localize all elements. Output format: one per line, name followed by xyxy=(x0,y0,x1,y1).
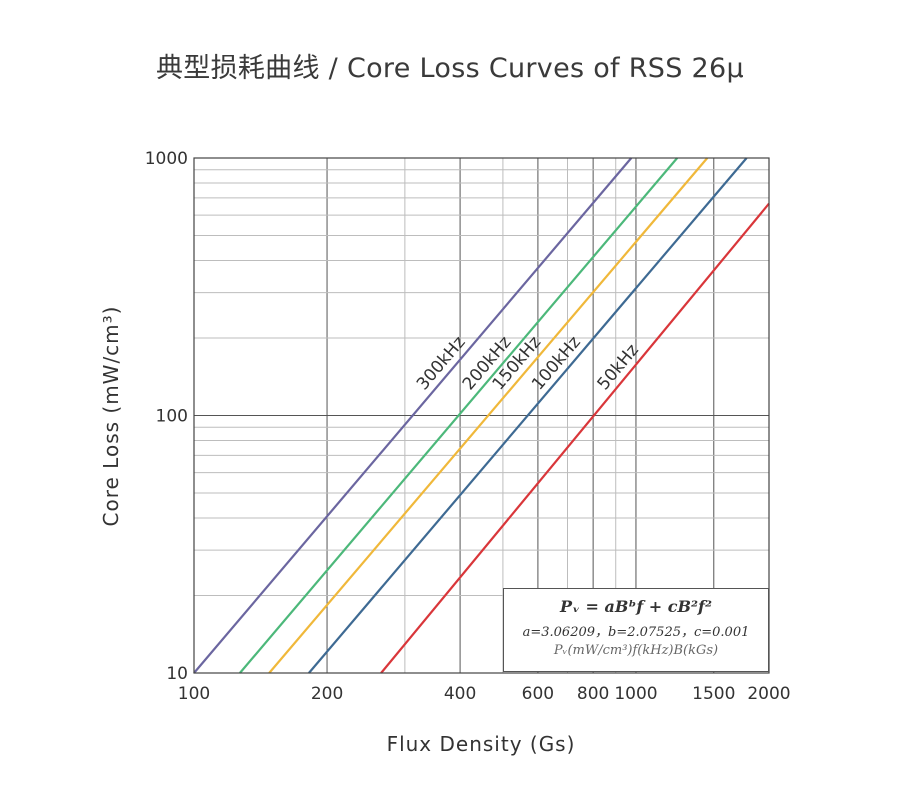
series-label-300khz: 300kHz xyxy=(413,332,470,394)
x-tick-label: 100 xyxy=(178,684,210,704)
formula-box: Pᵥ = aBᵇf + cB²f² a=3.06209，b=2.07525，c=… xyxy=(503,588,769,672)
series-line-300khz xyxy=(193,157,633,674)
y-tick-labels: 10 100 1000 xyxy=(145,149,188,684)
series-line-50khz xyxy=(380,202,770,674)
y-tick-label: 10 xyxy=(166,664,188,684)
x-tick-label: 200 xyxy=(311,684,343,704)
series-line-100khz xyxy=(308,157,748,674)
x-axis-label: Flux Density (Gs) xyxy=(387,732,576,756)
formula-equation: Pᵥ = aBᵇf + cB²f² xyxy=(560,597,712,616)
x-tick-label: 1000 xyxy=(614,684,657,704)
y-axis-label: Core Loss (mW/cm³) xyxy=(99,306,123,527)
x-tick-label: 2000 xyxy=(747,684,790,704)
x-tick-label: 400 xyxy=(444,684,476,704)
series-lines xyxy=(193,157,770,674)
series-line-200khz xyxy=(239,157,679,674)
y-tick-label: 100 xyxy=(156,407,188,427)
x-tick-label: 1500 xyxy=(692,684,735,704)
y-tick-label: 1000 xyxy=(145,149,188,169)
formula-coefficients: a=3.06209，b=2.07525，c=0.001 xyxy=(522,625,750,640)
series-line-150khz xyxy=(268,157,709,674)
x-tick-label: 800 xyxy=(577,684,609,704)
plot-frame xyxy=(193,157,770,674)
formula-units: Pᵥ(mW/cm³)f(kHz)B(kGs) xyxy=(553,643,719,658)
x-tick-labels: 100 200 400 600 800 1000 1500 2000 xyxy=(178,684,791,704)
chart-title: 典型损耗曲线 / Core Loss Curves of RSS 26μ xyxy=(155,53,744,84)
x-tick-label: 600 xyxy=(522,684,554,704)
